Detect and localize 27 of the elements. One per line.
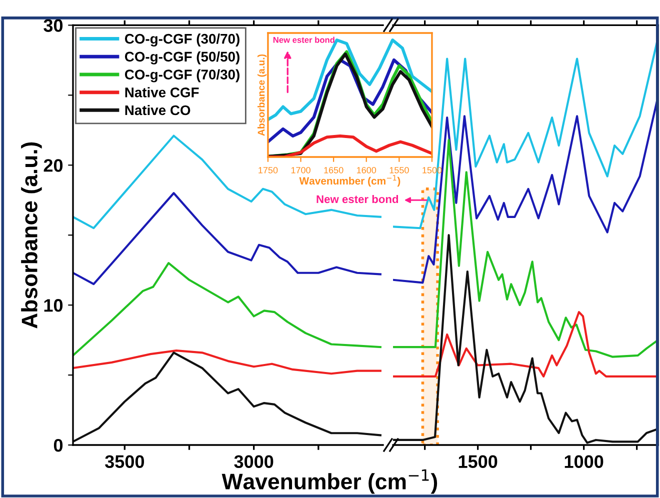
- x-tick-label: 3000: [234, 455, 274, 468]
- x-tick-label: 3500: [104, 455, 144, 468]
- y-axis-title: Absorbance (a.u.): [21, 142, 42, 328]
- x-tick-label: 1500: [458, 455, 498, 468]
- annotation: New ester bond: [273, 36, 334, 43]
- y-tick-label: 0: [54, 438, 63, 452]
- x-tick-label: 1000: [564, 455, 604, 468]
- y-axis-title: Absorbance (a.u.): [258, 54, 267, 136]
- x-tick-label: 1600: [357, 166, 376, 174]
- line-series: [72, 352, 382, 443]
- legend-label: CO-g-CGF (70/30): [124, 69, 240, 82]
- x-tick-label: 1700: [291, 166, 310, 174]
- line-series: [72, 262, 382, 356]
- legend-label: CO-g-CGF (30/70): [124, 34, 240, 47]
- x-tick-label: 1550: [390, 166, 409, 174]
- y-tick-label: 10: [44, 299, 63, 312]
- x-tick-label: 1650: [324, 166, 344, 174]
- x-axis-title: Wavenumber (cm$^{−1}$): [222, 469, 438, 494]
- annotation: New ester bond: [316, 194, 398, 204]
- legend-label: Native CGF: [125, 87, 199, 98]
- x-axis-title: Wavenumber (cm$^{−1}$): [299, 175, 400, 187]
- y-tick-label: 30: [44, 19, 63, 32]
- legend-label: CO-g-CGF (50/50): [124, 51, 240, 64]
- x-tick-label: 1750: [258, 166, 278, 174]
- line-series: [72, 350, 382, 375]
- legend-label: Native CO: [125, 104, 190, 116]
- y-tick-label: 20: [44, 159, 63, 172]
